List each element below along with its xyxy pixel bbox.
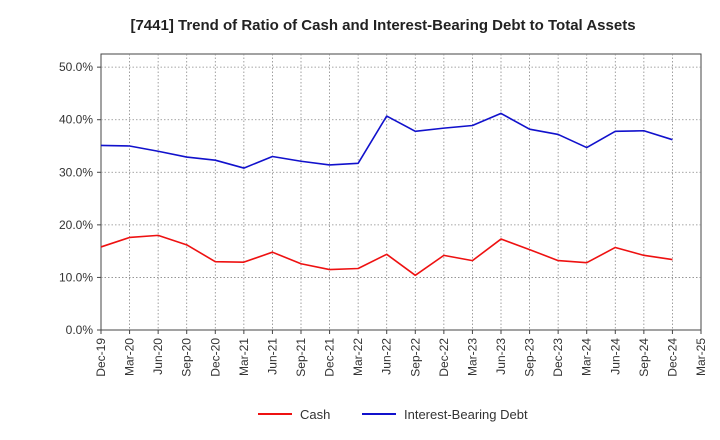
legend-label: Interest-Bearing Debt bbox=[404, 407, 528, 422]
x-tick-label: Sep-21 bbox=[294, 338, 308, 377]
y-tick-label: 50.0% bbox=[59, 60, 93, 74]
x-tick-label: Mar-24 bbox=[580, 338, 594, 376]
y-tick-label: 0.0% bbox=[66, 323, 94, 337]
x-tick-label: Sep-20 bbox=[180, 338, 194, 377]
legend-item-cash: Cash bbox=[258, 407, 330, 422]
x-tick-label: Mar-25 bbox=[694, 338, 708, 376]
series-line-cash bbox=[100, 234, 673, 277]
x-tick-label: Dec-23 bbox=[551, 338, 565, 377]
x-tick-label: Dec-21 bbox=[323, 338, 337, 377]
x-tick-label: Dec-24 bbox=[665, 338, 679, 377]
x-tick-label: Mar-20 bbox=[123, 338, 137, 376]
x-tick-label: Mar-21 bbox=[237, 338, 251, 376]
x-tick-label: Dec-20 bbox=[208, 338, 222, 377]
y-tick-label: 30.0% bbox=[59, 165, 93, 179]
y-tick-label: 20.0% bbox=[59, 218, 93, 232]
y-tick-label: 40.0% bbox=[59, 113, 93, 127]
axes: 0.0% 10.0% 20.0% 30.0% 40.0% 50.0% Dec-19 Mar-2… bbox=[59, 60, 708, 377]
x-tick-label: Jun-22 bbox=[380, 338, 394, 375]
x-tick-label: Sep-22 bbox=[408, 338, 422, 377]
series-lines bbox=[100, 112, 673, 277]
x-tick-label: Dec-19 bbox=[94, 338, 108, 377]
grid bbox=[100, 53, 702, 331]
x-tick-label: Sep-24 bbox=[637, 338, 651, 377]
legend: Cash Interest-Bearing Debt bbox=[258, 407, 528, 422]
x-tick-label: Sep-23 bbox=[523, 338, 537, 377]
x-tick-label: Jun-21 bbox=[265, 338, 279, 375]
plot-area bbox=[100, 53, 702, 331]
legend-label: Cash bbox=[300, 407, 330, 422]
x-tick-label: Mar-23 bbox=[465, 338, 479, 376]
x-tick-label: Dec-22 bbox=[437, 338, 451, 377]
x-tick-label: Mar-22 bbox=[351, 338, 365, 376]
x-tick-label: Jun-24 bbox=[608, 338, 622, 375]
x-tick-label: Jun-23 bbox=[494, 338, 508, 375]
series-line-interest-bearing-debt bbox=[100, 112, 673, 169]
y-tick-label: 10.0% bbox=[59, 270, 93, 284]
chart-title: [7441] Trend of Ratio of Cash and Intere… bbox=[130, 17, 635, 34]
legend-item-interest-bearing-debt: Interest-Bearing Debt bbox=[362, 407, 528, 422]
x-tick-label: Jun-20 bbox=[151, 338, 165, 375]
